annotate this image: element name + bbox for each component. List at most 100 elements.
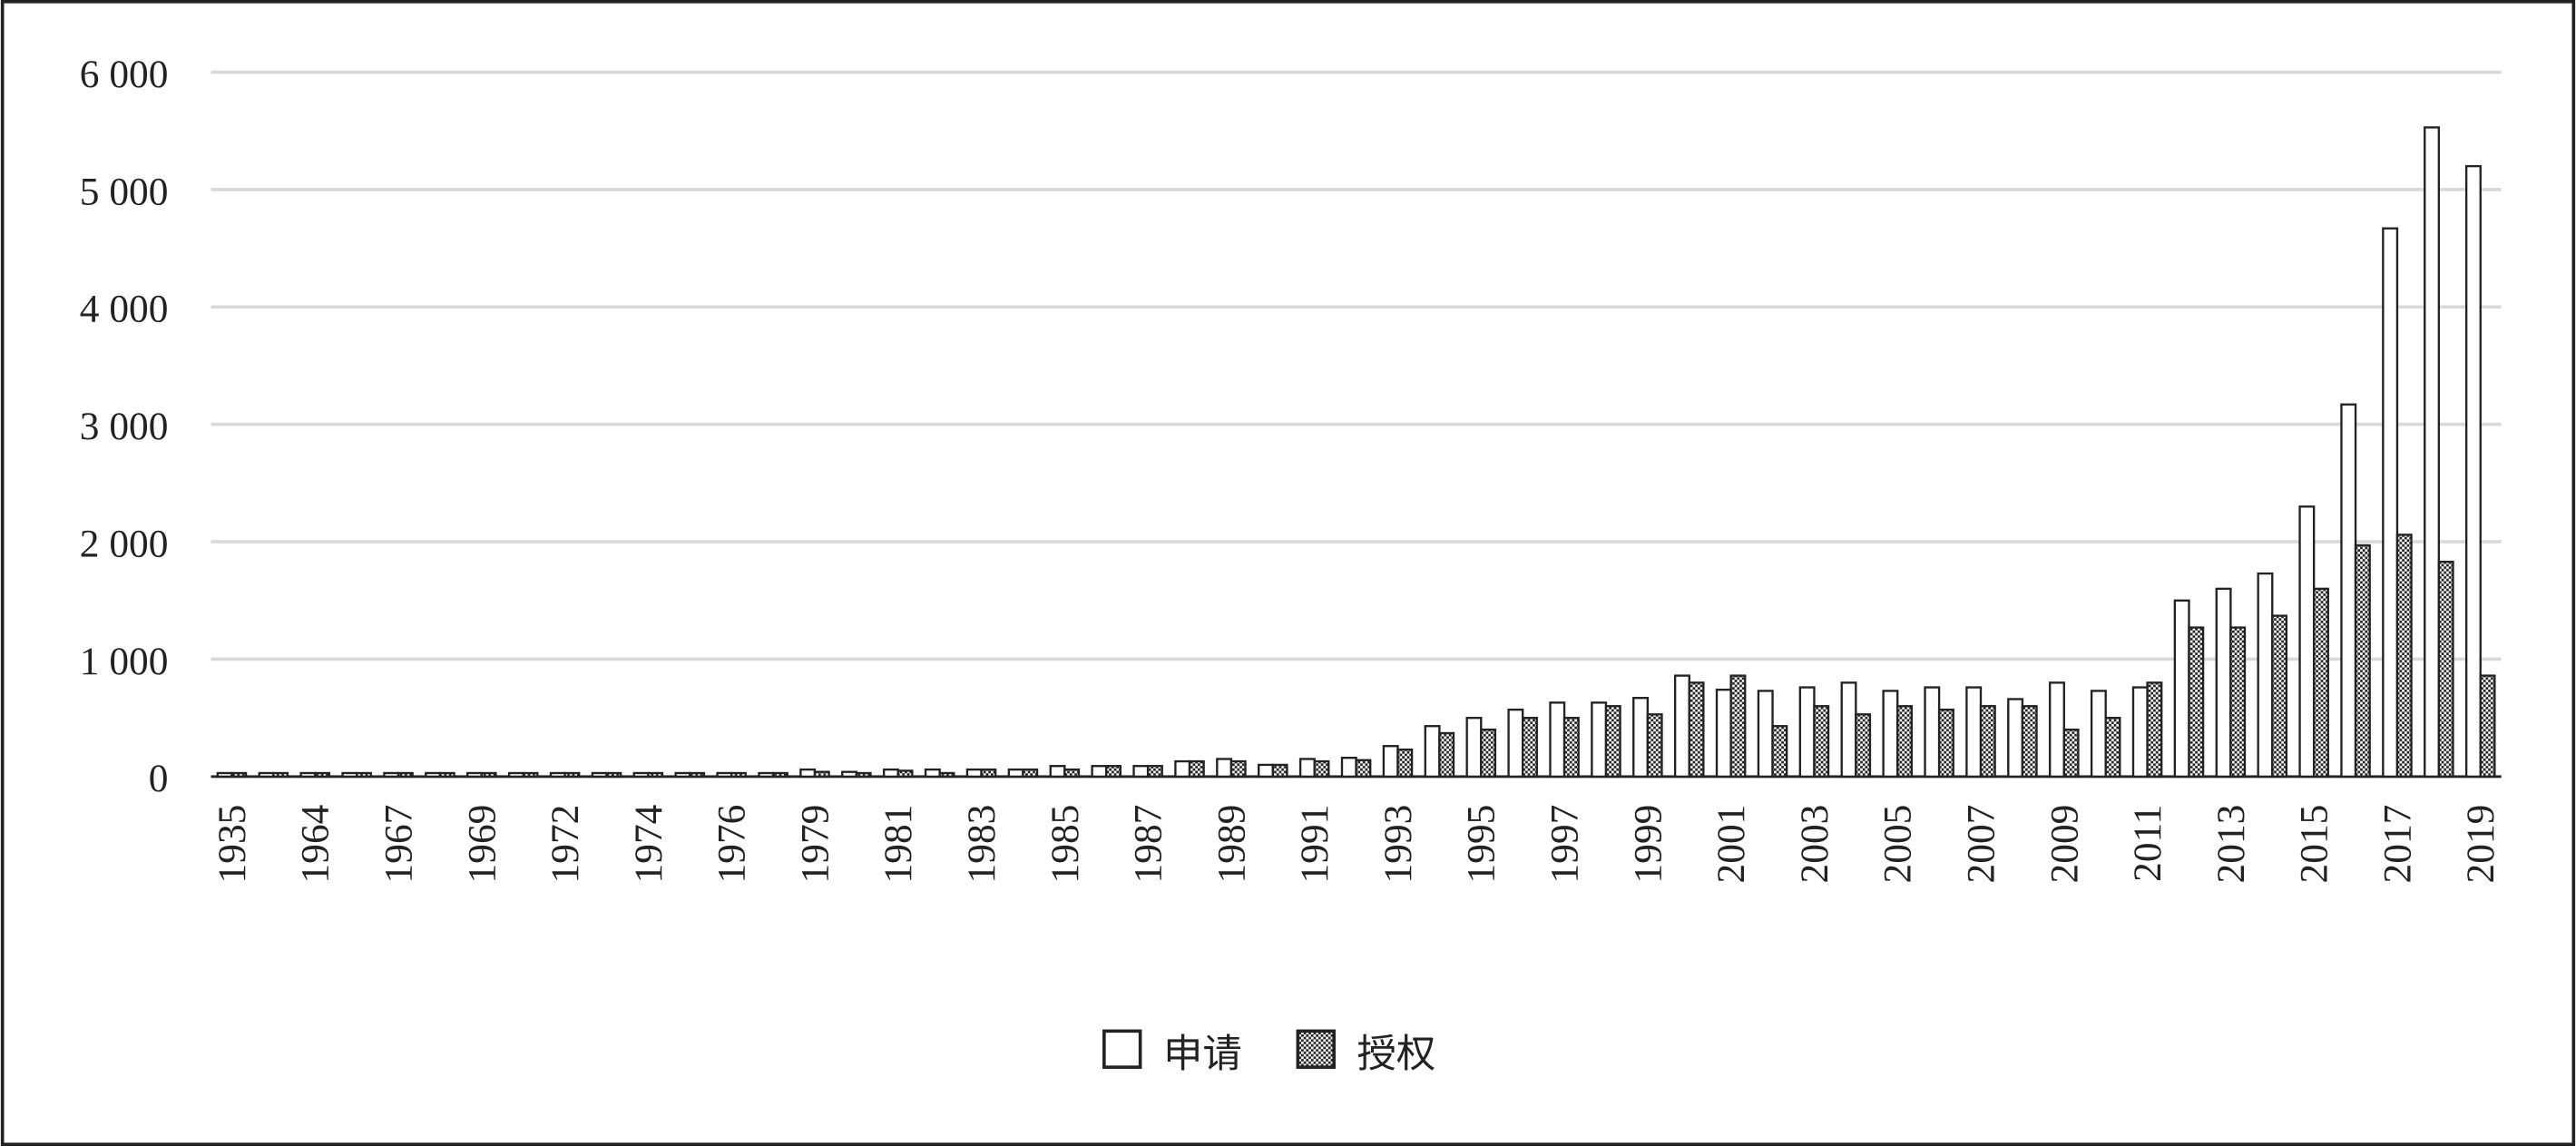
bar: [383, 771, 400, 779]
bar: [1229, 759, 1247, 779]
x-tick-label: 1989: [1210, 805, 1253, 884]
bar: [2215, 587, 2232, 779]
bar: [272, 771, 289, 779]
x-tick-label: 2013: [2209, 805, 2253, 884]
x-tick-label: 1995: [1460, 805, 1503, 884]
bar: [2090, 690, 2107, 779]
y-tick-label: 0: [149, 757, 169, 800]
bar: [1298, 758, 1316, 779]
bar: [799, 768, 817, 779]
bar: [1438, 731, 1455, 779]
bar: [2146, 681, 2163, 779]
x-tick-label: 2009: [2042, 805, 2086, 884]
bar: [258, 771, 275, 779]
bar: [1882, 690, 1899, 779]
bar: [896, 769, 914, 779]
bar: [2229, 626, 2247, 779]
x-tick-label: 1981: [877, 805, 920, 884]
bar: [1673, 674, 1690, 779]
y-tick-label: 2 000: [80, 522, 169, 565]
bar: [1216, 758, 1233, 779]
y-tick-label: 4 000: [80, 288, 169, 331]
bar: [1771, 725, 1788, 779]
x-tick-label: 1964: [294, 804, 338, 883]
bar: [2479, 674, 2496, 779]
bar: [674, 771, 691, 779]
x-tick-label: 1972: [544, 805, 587, 884]
bar: [1174, 759, 1191, 779]
x-tick-label: 2011: [2126, 805, 2170, 882]
bar: [1424, 725, 1441, 779]
bar: [2021, 705, 2038, 779]
bar: [1549, 701, 1566, 779]
bar: [2049, 681, 2065, 779]
bar: [2354, 544, 2371, 779]
bar: [1132, 765, 1150, 779]
bar: [1562, 717, 1580, 779]
bar: [1271, 763, 1288, 779]
x-tick-label: 1983: [960, 805, 1004, 884]
bar: [2188, 626, 2205, 779]
bar: [1146, 765, 1163, 779]
bar: [1646, 713, 1663, 779]
x-tick-label: 2003: [1793, 805, 1837, 884]
bar: [2340, 403, 2357, 779]
bar: [716, 771, 733, 779]
bar: [1091, 765, 1108, 779]
bar: [1258, 763, 1274, 779]
bar: [2104, 717, 2121, 779]
bar: [689, 771, 706, 779]
bar: [730, 771, 747, 779]
bar: [647, 771, 664, 779]
bar: [938, 771, 955, 779]
x-tick-label: 2019: [2459, 805, 2503, 884]
bar: [2257, 572, 2274, 779]
bar: [1340, 756, 1357, 779]
bar: [1965, 686, 1983, 779]
bar: [1729, 674, 1747, 779]
bar: [1049, 765, 1066, 779]
bar: [1924, 686, 1941, 779]
bar: [1521, 717, 1538, 779]
bar: [216, 771, 233, 779]
bar: [1896, 705, 1913, 779]
legend-label: 授权: [1357, 1032, 1435, 1077]
bar: [355, 771, 372, 779]
bar: [2007, 698, 2024, 779]
bar: [1355, 759, 1372, 779]
bar: [1313, 759, 1330, 779]
bar: [1937, 708, 1954, 779]
x-tick-label: 1979: [793, 805, 837, 884]
bar: [1480, 728, 1497, 779]
bar: [1007, 768, 1024, 779]
bar: [1715, 688, 1732, 779]
bar: [1798, 686, 1816, 779]
bar: [632, 771, 650, 779]
bar: [2424, 126, 2441, 779]
bar: [522, 771, 539, 779]
x-tick-label: 2005: [1876, 805, 1920, 884]
bar: [230, 771, 248, 779]
x-tick-label: 1967: [377, 805, 420, 884]
bar: [813, 770, 830, 779]
bar: [980, 768, 997, 779]
bar: [1188, 759, 1205, 779]
y-tick-label: 1 000: [80, 640, 169, 683]
bar: [771, 771, 788, 779]
legend-swatch: [1296, 1029, 1336, 1069]
bar: [2382, 227, 2399, 779]
bar: [1465, 717, 1483, 779]
bar: [1632, 697, 1650, 779]
bar: [1688, 681, 1705, 779]
bar: [2312, 587, 2329, 779]
bar: [924, 768, 941, 779]
x-tick-label: 1969: [460, 805, 504, 884]
bar: [563, 771, 581, 779]
bar: [2298, 505, 2316, 779]
bar: [1855, 713, 1872, 779]
bar: [1604, 705, 1621, 779]
x-tick-label: 2015: [2293, 805, 2336, 884]
